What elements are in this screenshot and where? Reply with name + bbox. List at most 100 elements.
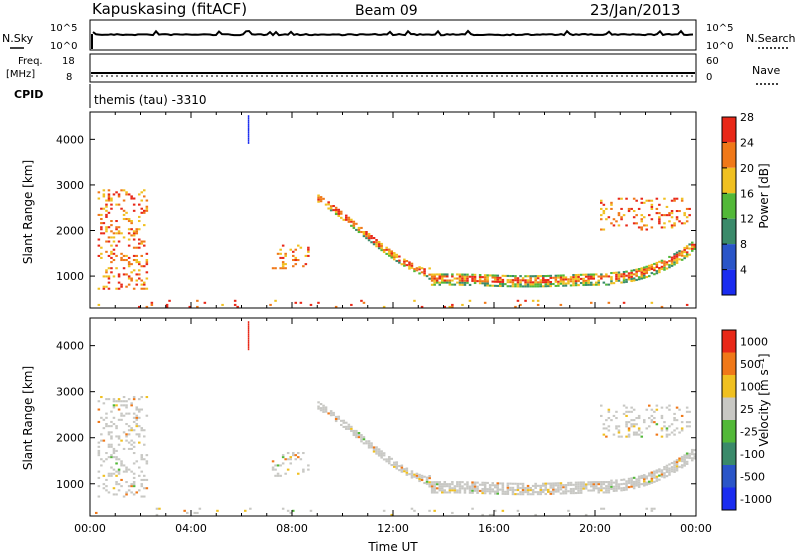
data-cell bbox=[471, 486, 474, 488]
data-cell bbox=[610, 208, 613, 210]
data-cell bbox=[398, 465, 401, 467]
data-cell bbox=[656, 434, 659, 436]
data-cell bbox=[454, 489, 457, 491]
data-cell bbox=[358, 432, 361, 434]
data-cell bbox=[497, 486, 500, 488]
data-cell bbox=[577, 274, 580, 276]
data-cell bbox=[517, 487, 520, 489]
data-cell bbox=[502, 489, 505, 491]
data-cell bbox=[248, 342, 250, 344]
data-cell bbox=[370, 241, 373, 243]
data-cell bbox=[98, 304, 101, 306]
data-cell bbox=[113, 423, 116, 425]
data-cell bbox=[141, 280, 144, 282]
data-cell bbox=[459, 487, 462, 489]
data-cell bbox=[118, 241, 121, 243]
data-cell bbox=[469, 490, 472, 492]
data-cell bbox=[572, 280, 575, 282]
data-cell bbox=[484, 492, 487, 494]
data-cell bbox=[292, 452, 295, 454]
data-cell bbox=[411, 263, 414, 265]
data-cell bbox=[618, 436, 621, 438]
data-cell bbox=[141, 429, 144, 431]
data-cell bbox=[98, 198, 101, 200]
data-cell bbox=[143, 487, 146, 489]
data-cell bbox=[577, 492, 580, 494]
data-cell bbox=[545, 487, 548, 489]
data-cell bbox=[527, 285, 530, 287]
data-cell bbox=[686, 407, 689, 409]
data-cell bbox=[428, 274, 431, 276]
data-cell bbox=[471, 276, 474, 278]
data-cell bbox=[130, 448, 133, 450]
data-cell bbox=[620, 282, 623, 284]
data-cell bbox=[497, 275, 500, 277]
data-cell bbox=[368, 233, 371, 235]
data-cell bbox=[590, 278, 593, 280]
data-cell bbox=[451, 512, 454, 514]
data-cell bbox=[494, 279, 497, 281]
data-cell bbox=[615, 411, 618, 413]
data-cell bbox=[628, 436, 631, 438]
data-cell bbox=[113, 398, 116, 400]
data-cell bbox=[204, 302, 207, 304]
data-cell bbox=[406, 468, 409, 470]
data-cell bbox=[320, 196, 323, 198]
data-cell bbox=[274, 475, 277, 477]
data-cell bbox=[529, 489, 532, 491]
data-cell bbox=[446, 485, 449, 487]
data-cell bbox=[618, 280, 621, 282]
data-cell bbox=[534, 285, 537, 287]
data-cell bbox=[141, 284, 144, 286]
data-cell bbox=[676, 467, 679, 469]
data-cell bbox=[248, 115, 250, 117]
data-cell bbox=[651, 508, 654, 510]
data-cell bbox=[590, 284, 593, 286]
data-cell bbox=[370, 442, 373, 444]
velocity-data bbox=[95, 321, 696, 516]
data-cell bbox=[547, 279, 550, 281]
data-cell bbox=[133, 417, 136, 419]
data-cell bbox=[587, 278, 590, 280]
data-cell bbox=[507, 275, 510, 277]
data-cell bbox=[373, 451, 376, 453]
data-cell bbox=[105, 200, 108, 202]
colorbar-tick-label: -500 bbox=[740, 470, 765, 483]
data-cell bbox=[630, 276, 633, 278]
data-cell bbox=[661, 268, 664, 270]
data-cell bbox=[123, 400, 126, 402]
data-cell bbox=[479, 484, 482, 486]
beam-title: Beam 09 bbox=[355, 3, 418, 19]
data-cell bbox=[628, 274, 631, 276]
data-cell bbox=[108, 491, 111, 493]
data-cell bbox=[98, 421, 101, 423]
data-cell bbox=[141, 496, 144, 498]
data-cell bbox=[550, 283, 553, 285]
data-cell bbox=[464, 284, 467, 286]
data-cell bbox=[143, 288, 146, 290]
data-cell bbox=[572, 282, 575, 284]
data-cell bbox=[661, 417, 664, 419]
data-cell bbox=[605, 275, 608, 277]
data-cell bbox=[615, 479, 618, 481]
data-cell bbox=[653, 267, 656, 269]
data-cell bbox=[340, 217, 343, 219]
data-cell bbox=[363, 235, 366, 237]
data-cell bbox=[648, 265, 651, 267]
data-cell bbox=[158, 508, 161, 510]
data-cell bbox=[497, 285, 500, 287]
data-cell bbox=[598, 284, 601, 286]
data-cell bbox=[128, 239, 131, 241]
data-cell bbox=[272, 460, 275, 462]
data-cell bbox=[115, 255, 118, 257]
data-cell bbox=[120, 415, 123, 417]
data-cell bbox=[125, 212, 128, 214]
data-cell bbox=[661, 266, 664, 268]
data-cell bbox=[100, 458, 103, 460]
data-cell bbox=[603, 508, 606, 510]
data-cell bbox=[633, 477, 636, 479]
data-cell bbox=[353, 432, 356, 434]
data-cell bbox=[620, 218, 623, 220]
data-cell bbox=[590, 302, 593, 304]
data-cell bbox=[547, 275, 550, 277]
